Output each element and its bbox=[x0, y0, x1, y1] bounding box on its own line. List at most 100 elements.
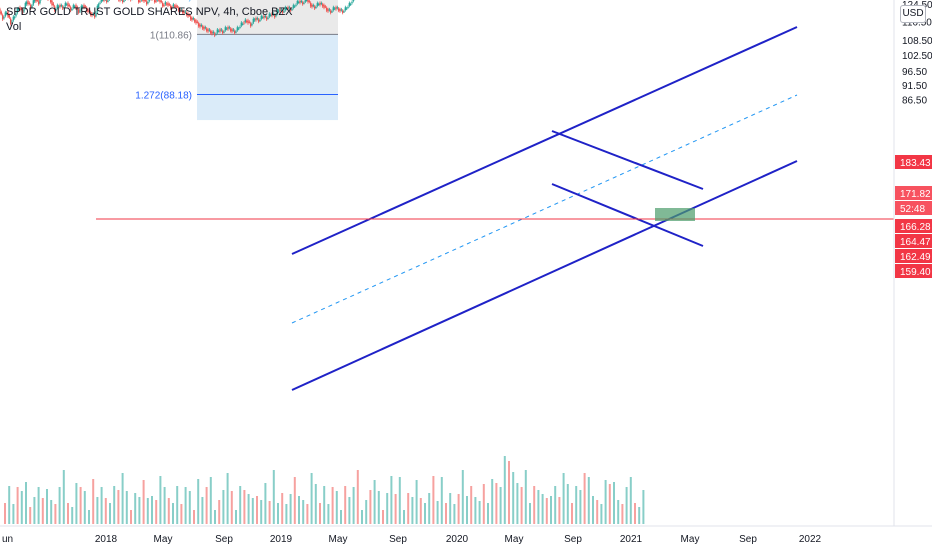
candle-body bbox=[276, 10, 279, 14]
candle-body bbox=[333, 8, 336, 10]
candle-body bbox=[289, 8, 292, 11]
volume-bar bbox=[268, 501, 271, 524]
candle-body bbox=[161, 2, 164, 7]
volume-bar bbox=[277, 503, 279, 524]
candle-body bbox=[241, 23, 244, 25]
volume-bar bbox=[335, 491, 338, 524]
volume-bar bbox=[562, 473, 565, 524]
volume-bar bbox=[117, 490, 120, 524]
volume-bar bbox=[235, 510, 237, 524]
volume-bar bbox=[453, 504, 456, 524]
volume-bar bbox=[88, 510, 90, 524]
candle-body bbox=[288, 7, 291, 9]
candle-body bbox=[232, 29, 235, 31]
candle-body bbox=[229, 28, 232, 31]
candle-body bbox=[159, 0, 161, 3]
candle-body bbox=[51, 0, 53, 5]
candle-body bbox=[169, 5, 172, 9]
candle-body bbox=[175, 5, 177, 8]
volume-bar bbox=[621, 504, 624, 524]
volume-bar bbox=[209, 477, 212, 524]
volume-bar bbox=[218, 500, 221, 524]
candle-body bbox=[96, 5, 99, 12]
candle-body bbox=[15, 14, 17, 16]
volume-bar bbox=[461, 470, 464, 524]
candle-body bbox=[219, 29, 221, 32]
candle-body bbox=[256, 18, 259, 20]
channel-median-line bbox=[291, 94, 798, 324]
price-tick-label: 86.50 bbox=[902, 96, 927, 107]
candle-body bbox=[203, 27, 205, 30]
candle-body bbox=[287, 7, 289, 10]
candle-body bbox=[331, 11, 333, 13]
price-badge bbox=[895, 186, 932, 200]
volume-bar bbox=[638, 507, 641, 524]
volume-bar bbox=[298, 496, 300, 524]
candle-body bbox=[177, 7, 180, 11]
candle-body bbox=[291, 9, 293, 11]
candle-body bbox=[237, 28, 240, 30]
volume-bar bbox=[537, 490, 540, 524]
candle-body bbox=[245, 21, 248, 23]
candle-body bbox=[145, 1, 148, 5]
candle-body bbox=[240, 22, 243, 26]
candle-body bbox=[144, 0, 147, 2]
channel-upper-line bbox=[291, 26, 798, 255]
price-tick-label: 108.50 bbox=[902, 36, 932, 47]
candle-body bbox=[95, 12, 97, 16]
volume-bar bbox=[377, 491, 380, 524]
candle-body bbox=[35, 0, 37, 2]
volume-bar bbox=[16, 487, 19, 524]
candle-body bbox=[91, 13, 93, 16]
candle-body bbox=[67, 2, 69, 7]
volume-bar bbox=[113, 486, 116, 524]
candle-body bbox=[11, 21, 13, 23]
candle-body bbox=[73, 6, 76, 8]
candle-body bbox=[121, 0, 124, 3]
candle-body bbox=[39, 0, 41, 3]
candle-body bbox=[57, 6, 60, 8]
price-badge bbox=[895, 155, 932, 169]
volume-bar bbox=[247, 494, 250, 524]
candle-body bbox=[341, 10, 344, 13]
candle-body bbox=[1, 15, 4, 20]
candle-body bbox=[212, 31, 215, 33]
volume-bar bbox=[348, 497, 351, 524]
volume-bar bbox=[520, 487, 523, 524]
volume-bar bbox=[642, 490, 645, 524]
volume-bar bbox=[579, 490, 582, 524]
candle-body bbox=[344, 7, 347, 11]
time-tick-label: 2020 bbox=[446, 534, 469, 545]
volume-bar bbox=[398, 477, 401, 524]
candle-body bbox=[323, 5, 325, 8]
candle-body bbox=[267, 17, 269, 19]
candle-body bbox=[36, 0, 39, 2]
candle-body bbox=[188, 15, 191, 17]
candle-body bbox=[207, 29, 209, 32]
candle-body bbox=[68, 5, 71, 7]
volume-bar bbox=[419, 498, 422, 524]
volume-bar bbox=[226, 473, 229, 524]
candle-body bbox=[168, 4, 171, 6]
candle-body bbox=[299, 0, 301, 3]
candle-body bbox=[215, 33, 217, 35]
volume-bar bbox=[125, 491, 128, 524]
candle-body bbox=[12, 16, 15, 21]
candle-body bbox=[181, 10, 184, 13]
candle-body bbox=[301, 2, 304, 5]
candle-body bbox=[321, 4, 324, 7]
volume-bar bbox=[361, 510, 363, 524]
time-tick-label: May bbox=[681, 534, 700, 545]
candle-body bbox=[192, 18, 195, 20]
candle-body bbox=[216, 29, 219, 33]
currency-button[interactable]: USD bbox=[900, 5, 926, 23]
price-tick-label: 96.50 bbox=[902, 67, 927, 78]
candle-body bbox=[257, 19, 260, 22]
candle-body bbox=[187, 13, 189, 17]
volume-bar bbox=[264, 483, 267, 524]
volume-bar bbox=[424, 503, 426, 524]
time-tick-label: 2022 bbox=[799, 534, 822, 545]
candle-body bbox=[25, 2, 28, 5]
